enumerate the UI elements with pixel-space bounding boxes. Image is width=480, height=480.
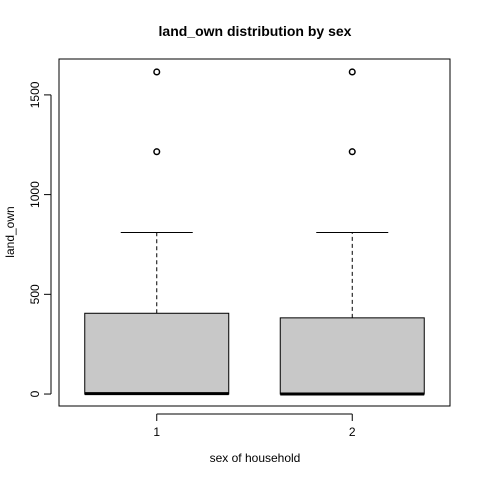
y-tick-label: 1000 [28, 181, 42, 208]
box-group-1 [84, 68, 230, 396]
box [279, 317, 425, 395]
box [84, 312, 230, 395]
plot-area [58, 58, 451, 407]
plot-frame [58, 58, 451, 407]
outlier-point [153, 68, 161, 76]
chart-title: land_own distribution by sex [159, 23, 352, 39]
outlier-point [348, 148, 356, 156]
y-axis: 0 500 1000 1500 [28, 81, 52, 397]
x-tick-label: 1 [153, 425, 160, 439]
box-group-2 [279, 68, 425, 396]
outlier-point [153, 148, 161, 156]
outlier-point [348, 68, 356, 76]
y-tick-label: 500 [28, 284, 42, 304]
y-tick-label: 0 [28, 390, 42, 397]
boxes [84, 68, 425, 396]
x-axis-label: sex of household [210, 451, 301, 465]
y-axis-label: land_own [3, 206, 17, 257]
x-tick-label: 2 [349, 425, 356, 439]
y-tick-label: 1500 [28, 81, 42, 108]
